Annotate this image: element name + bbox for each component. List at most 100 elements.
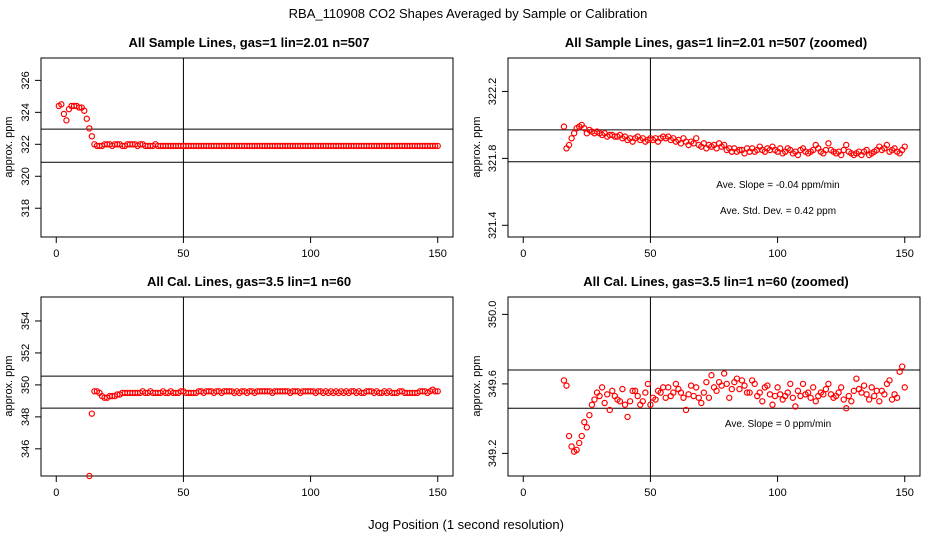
x-tick-label: 50: [644, 487, 656, 499]
y-tick-label: 321.8: [487, 145, 499, 173]
y-tick-label: 318: [20, 199, 32, 217]
data-point: [639, 398, 646, 405]
data-point: [713, 387, 720, 395]
data-point: [692, 135, 700, 142]
data-point: [588, 401, 596, 408]
data-point: [685, 391, 692, 398]
data-point: [621, 401, 629, 408]
data-point: [792, 403, 799, 410]
x-tick-label: 100: [768, 487, 786, 499]
annotation-text: Ave. Slope = 0 ppm/min: [725, 419, 831, 430]
data-point: [843, 405, 850, 412]
data-point: [741, 382, 748, 389]
data-point: [756, 389, 763, 396]
data-point: [560, 123, 568, 130]
data-point: [705, 394, 713, 401]
data-point: [700, 389, 708, 396]
figure-title: RBA_110908 CO2 Shapes Averaged by Sample…: [289, 6, 648, 21]
data-point: [723, 380, 730, 388]
x-tick-label: 100: [768, 248, 786, 260]
data-point: [901, 384, 908, 391]
data-point: [835, 389, 842, 396]
data-point: [677, 389, 685, 396]
data-point: [746, 389, 753, 396]
data-point: [680, 394, 687, 401]
x-tick-label: 150: [429, 487, 447, 499]
data-point: [863, 146, 870, 154]
data-point: [845, 392, 852, 400]
data-point: [670, 389, 677, 396]
data-point: [764, 382, 771, 389]
panel-sample-lines-zoomed: All Sample Lines, gas=1 lin=2.01 n=507 (…: [471, 35, 921, 260]
data-point: [759, 398, 766, 405]
y-tick-label: 322: [20, 135, 32, 153]
data-point: [840, 146, 847, 154]
data-point: [825, 140, 832, 147]
data-point: [797, 392, 804, 400]
panel-title: All Cal. Lines, gas=3.5 lin=1 n=60 (zoom…: [583, 274, 849, 289]
data-point: [787, 380, 794, 388]
data-point: [568, 443, 575, 450]
data-point: [568, 135, 575, 142]
data-point: [794, 151, 802, 159]
data-point: [629, 387, 636, 395]
x-tick-label: 0: [53, 487, 59, 499]
data-point: [88, 410, 96, 417]
data-point: [843, 141, 850, 149]
plot-frame: [40, 296, 454, 477]
data-point: [88, 133, 96, 140]
data-point: [647, 401, 654, 408]
annotation-text: Ave. Slope = -0.04 ppm/min: [716, 180, 840, 191]
y-tick-label: 354: [20, 312, 32, 330]
data-point: [865, 396, 873, 403]
data-point: [888, 396, 896, 403]
x-tick-label: 100: [301, 248, 319, 260]
data-point: [868, 384, 875, 391]
y-tick-label: 350.0: [487, 301, 499, 329]
data-point: [665, 384, 672, 391]
global-x-axis-label: Jog Position (1 second resolution): [368, 517, 564, 532]
data-point: [687, 382, 695, 389]
y-tick-label: 349.6: [487, 370, 499, 398]
y-axis-label: approx. ppm: [471, 116, 483, 177]
panel-cal-lines-zoomed: All Cal. Lines, gas=3.5 lin=1 n=60 (zoom…: [471, 274, 921, 499]
data-point: [60, 110, 68, 118]
data-point: [784, 389, 791, 396]
data-point: [886, 377, 893, 384]
data-point: [769, 401, 776, 408]
data-point: [75, 104, 83, 111]
data-point: [83, 115, 90, 122]
data-point: [776, 145, 784, 152]
data-point: [565, 432, 573, 440]
data-point: [692, 384, 700, 391]
data-point: [794, 387, 802, 395]
data-point: [743, 389, 751, 396]
data-point: [431, 142, 439, 150]
data-point: [837, 151, 845, 159]
panel-sample-lines: All Sample Lines, gas=1 lin=2.01 n=507 a…: [3, 35, 454, 260]
data-point: [434, 142, 441, 150]
data-point: [598, 384, 606, 391]
data-point: [703, 378, 710, 386]
data-point: [586, 411, 593, 419]
x-tick-label: 150: [896, 248, 914, 260]
x-tick-label: 50: [177, 248, 189, 260]
data-point: [63, 117, 70, 124]
data-point: [652, 396, 659, 403]
data-point: [563, 382, 570, 389]
data-point: [576, 439, 583, 447]
data-point: [626, 398, 634, 405]
data-point: [642, 389, 649, 396]
data-point: [820, 391, 827, 398]
data-point: [672, 380, 680, 388]
data-point: [873, 387, 880, 395]
data-point: [771, 392, 779, 400]
data-point: [708, 372, 715, 379]
x-tick-label: 0: [53, 248, 59, 260]
data-point: [565, 141, 573, 149]
y-tick-label: 320: [20, 167, 32, 185]
data-point: [863, 391, 870, 398]
data-point: [583, 424, 591, 431]
data-point: [601, 399, 608, 407]
